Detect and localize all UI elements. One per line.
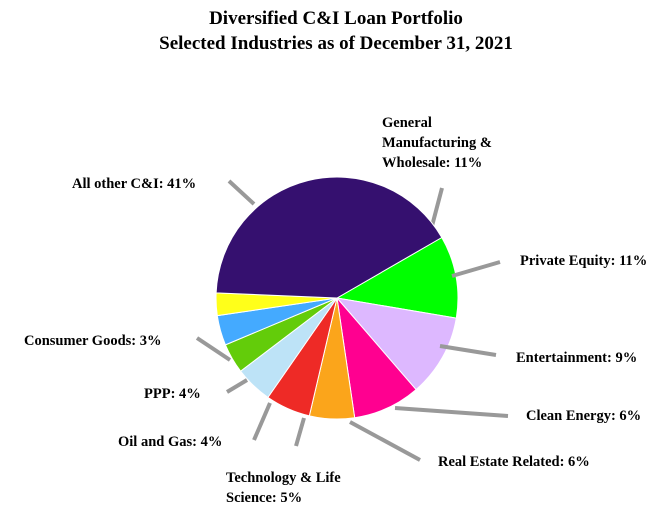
- pie-slice-private-equity: [335, 297, 457, 391]
- leader-line: [227, 179, 256, 206]
- leader-line: [451, 260, 501, 278]
- slice-label: General Manufacturing & Wholesale: 11%: [382, 113, 492, 173]
- slice-label: Real Estate Related: 6%: [438, 452, 590, 472]
- leader-line: [225, 378, 249, 394]
- slice-label: Oil and Gas: 4%: [118, 432, 222, 452]
- slice-label-line: Entertainment: 9%: [516, 350, 638, 366]
- slice-label-line: Consumer Goods: 3%: [24, 333, 162, 349]
- slice-label-line: Manufacturing &: [382, 135, 492, 151]
- slice-label-line: Real Estate Related: 6%: [438, 454, 590, 470]
- leader-line: [294, 417, 306, 447]
- leader-line: [439, 344, 497, 357]
- leader-line: [430, 187, 444, 227]
- chart-title: Diversified C&I Loan Portfolio: [209, 8, 463, 29]
- slice-label-line: General: [382, 115, 432, 131]
- slice-label-line: Science: 5%: [226, 490, 303, 506]
- slice-label: All other C&I: 41%: [72, 174, 196, 194]
- slice-label: Consumer Goods: 3%: [24, 331, 162, 351]
- slice-label-line: Wholesale: 11%: [382, 155, 483, 171]
- slice-label-line: All other C&I: 41%: [72, 176, 197, 192]
- leader-line: [252, 402, 272, 441]
- slice-label-line: Oil and Gas: 4%: [118, 434, 223, 450]
- slice-label: Private Equity: 11%: [520, 251, 647, 271]
- leader-line: [394, 406, 509, 418]
- leader-line: [195, 336, 232, 362]
- slice-label: Clean Energy: 6%: [526, 406, 641, 426]
- slice-label: PPP: 4%: [144, 384, 201, 404]
- slice-label: Technology & Life Science: 5%: [226, 468, 341, 508]
- chart-subtitle: Selected Industries as of December 31, 2…: [159, 33, 513, 54]
- leader-line: [349, 420, 421, 462]
- slice-label: Entertainment: 9%: [516, 348, 637, 368]
- slice-label-line: PPP: 4%: [144, 386, 201, 402]
- slice-label-line: Technology & Life: [226, 470, 341, 486]
- slice-label-line: Private Equity: 11%: [520, 253, 648, 269]
- pie-slice-all-other-c-i: [215, 176, 443, 299]
- slice-label-line: Clean Energy: 6%: [526, 408, 642, 424]
